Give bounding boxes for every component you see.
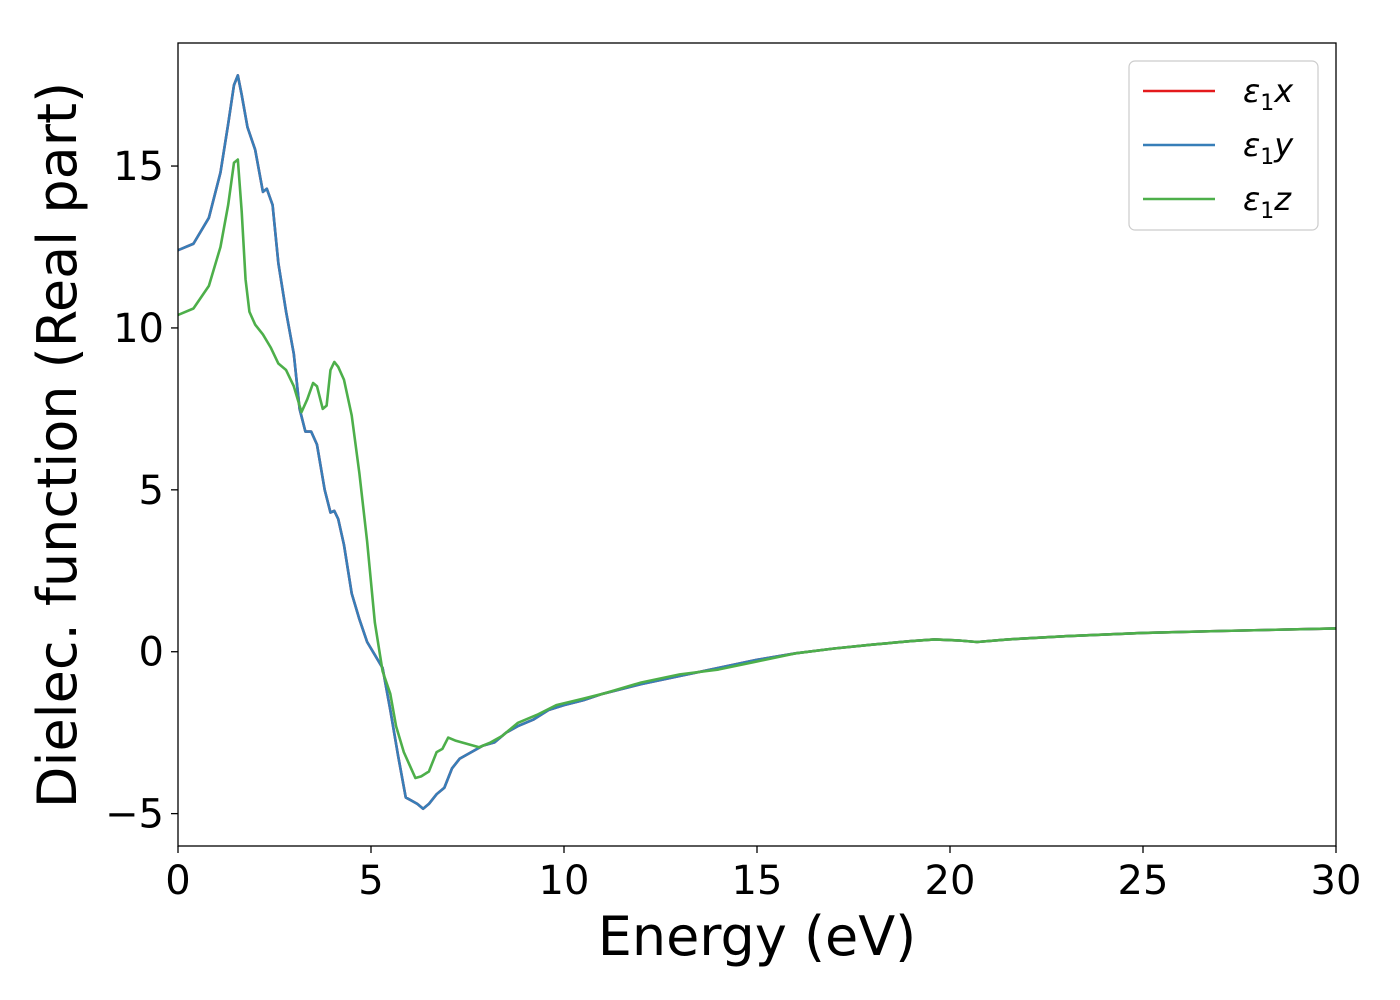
legend-label-3: ε1z: [1243, 180, 1292, 224]
legend: ε1x ε1y ε1z: [1128, 60, 1319, 231]
x-tick-label: 30: [1311, 858, 1362, 904]
y-tick-label: 10: [113, 306, 164, 352]
y-tick-label: 5: [139, 468, 164, 514]
series-layer: [178, 74, 1336, 811]
x-tick-label: 10: [539, 858, 590, 904]
legend-box: [1128, 60, 1319, 231]
y-tick-label: −5: [105, 792, 164, 838]
y-axis-ticks: −5 0 5 10 15: [105, 144, 178, 838]
x-tick-label: 0: [165, 858, 190, 904]
x-tick-label: 5: [358, 858, 383, 904]
x-tick-label: 20: [925, 858, 976, 904]
legend-label-2: ε1y: [1243, 126, 1294, 170]
y-tick-label: 0: [139, 630, 164, 676]
x-axis-label: Energy (eV): [598, 905, 917, 968]
y-tick-label: 15: [113, 144, 164, 190]
series-line-3: [178, 158, 1336, 780]
x-axis-ticks: 0 5 10 15 20 25 30: [165, 846, 1361, 904]
legend-label-1: ε1x: [1243, 72, 1294, 116]
y-axis-label: Dielec. function (Real part): [26, 82, 89, 808]
x-tick-label: 25: [1118, 858, 1169, 904]
x-tick-label: 15: [732, 858, 783, 904]
